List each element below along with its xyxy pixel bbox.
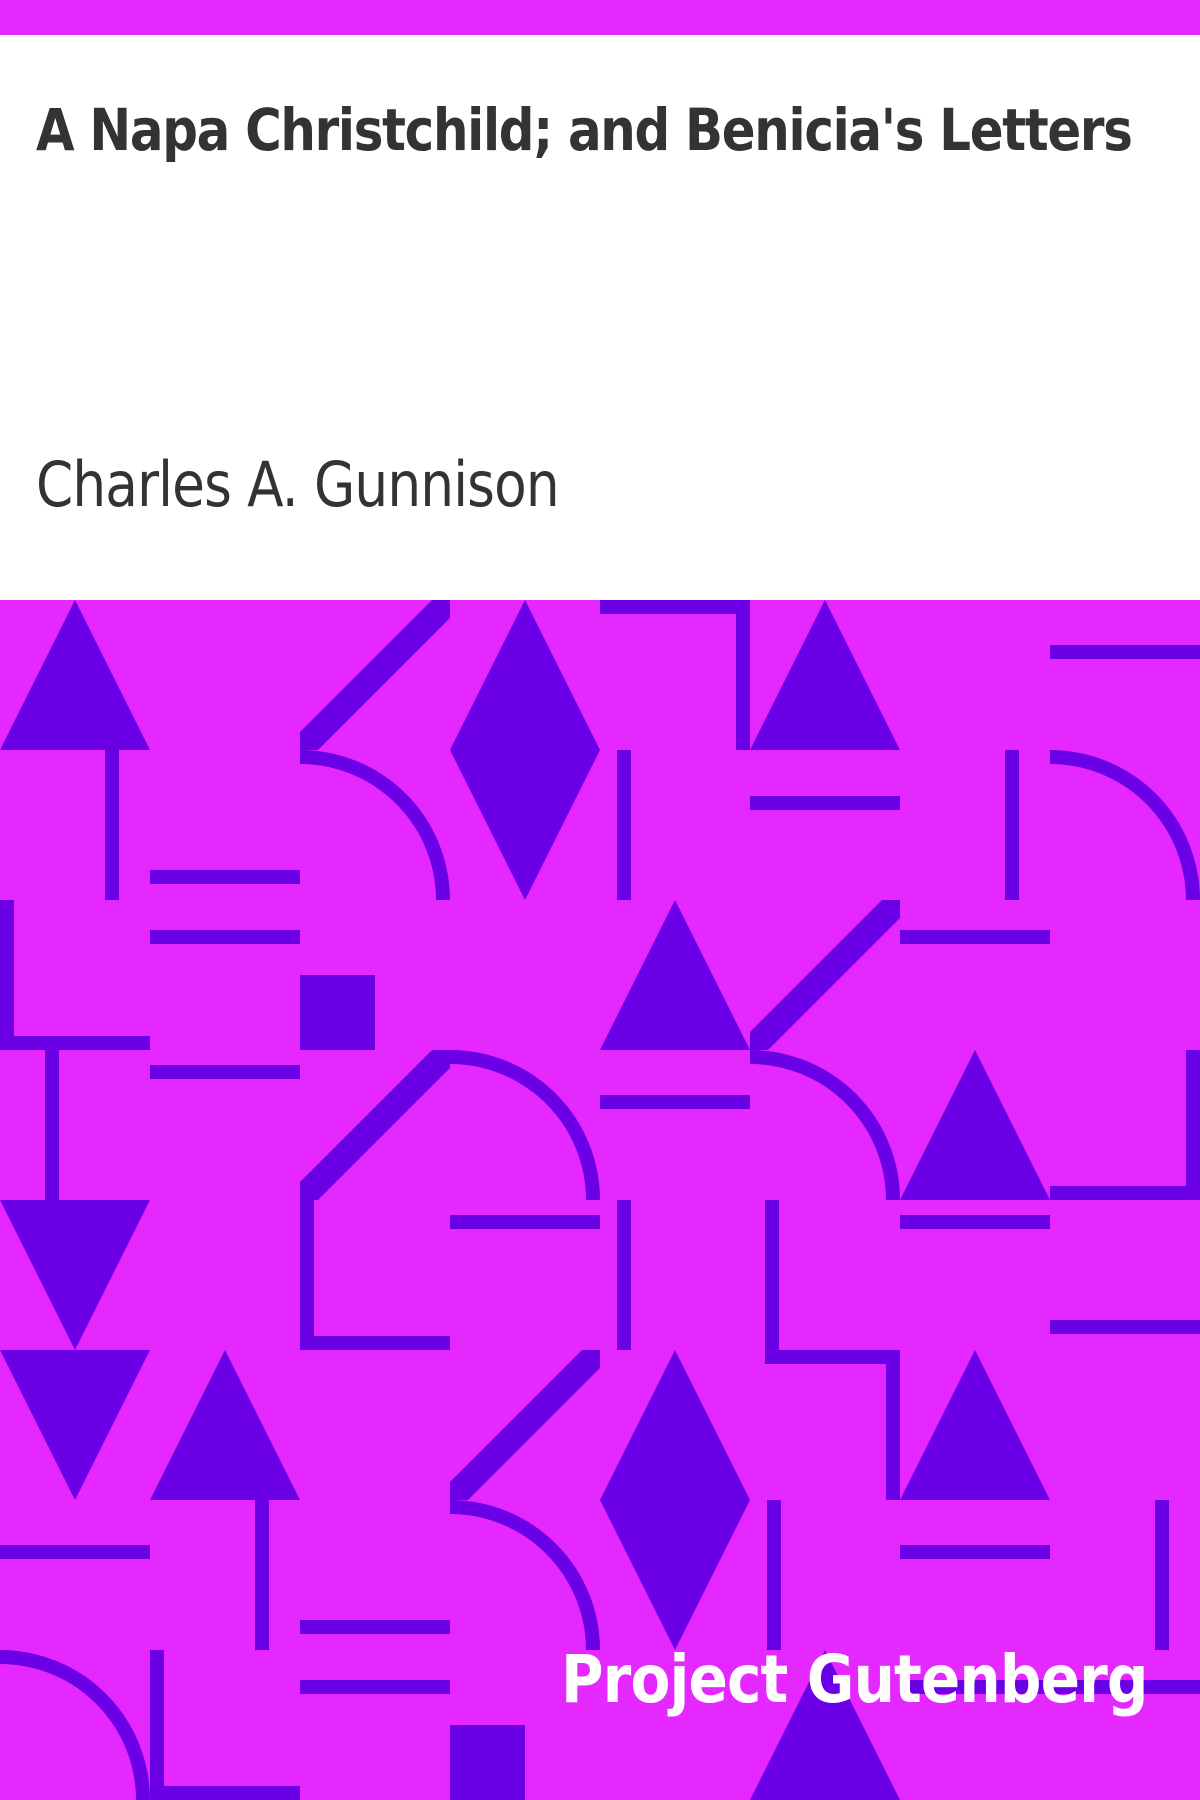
bar-shape <box>150 870 300 884</box>
inverted-triangle-shape <box>0 1200 150 1350</box>
square-shape <box>450 1725 525 1800</box>
bar-shape <box>0 1036 150 1050</box>
bar-shape <box>150 1065 300 1079</box>
diamond-shape <box>450 600 600 900</box>
triangle-shape <box>750 600 900 750</box>
triangle-shape <box>900 1350 1050 1500</box>
bar-shape <box>600 1095 750 1109</box>
bar-shape <box>150 1650 164 1800</box>
bar-shape <box>450 1215 600 1229</box>
book-author: Charles A. Gunnison <box>36 448 560 521</box>
bar-shape <box>765 1350 900 1364</box>
top-color-bar <box>0 0 1200 35</box>
bar-shape <box>255 1500 269 1650</box>
bar-shape <box>1050 1680 1200 1694</box>
triangle-shape <box>750 1650 900 1800</box>
bar-shape <box>1050 1320 1200 1334</box>
bar-shape <box>617 750 631 900</box>
pattern-arcs <box>0 750 1200 1800</box>
bar-shape <box>750 796 900 810</box>
bar-shape <box>767 1500 781 1650</box>
cover-pattern <box>0 600 1200 1800</box>
bar-shape <box>300 1620 450 1634</box>
bar-shape <box>900 1215 1050 1229</box>
diagonal-band-shape <box>450 1350 600 1500</box>
bar-shape <box>900 1545 1050 1559</box>
inverted-triangle-shape <box>0 1350 150 1500</box>
arc-shape <box>449 1500 600 1651</box>
bar-shape <box>600 600 750 614</box>
bar-shape <box>0 1545 150 1559</box>
bar-shape <box>150 930 300 944</box>
diamond-shape <box>600 1350 750 1650</box>
triangle-shape <box>150 1350 300 1500</box>
triangle-shape <box>900 1050 1050 1200</box>
bar-shape <box>300 1680 450 1694</box>
bar-shape <box>300 1200 314 1350</box>
bar-shape <box>150 1786 300 1800</box>
arc-shape <box>449 1050 600 1201</box>
bar-shape <box>1155 1500 1169 1650</box>
title-panel <box>0 35 1200 600</box>
bar-shape <box>617 1200 631 1350</box>
arc-shape <box>1049 750 1200 901</box>
arc-shape <box>299 750 450 901</box>
diagonal-band-shape <box>300 600 450 750</box>
bar-shape <box>736 600 750 750</box>
square-shape <box>300 975 375 1050</box>
bar-shape <box>765 1200 779 1350</box>
book-title: A Napa Christchild; and Benicia's Letter… <box>36 96 1133 164</box>
triangle-shape <box>600 900 750 1050</box>
bar-shape <box>1005 750 1019 900</box>
bar-shape <box>45 1050 59 1200</box>
bar-shape <box>886 1350 900 1500</box>
diagonal-band-shape <box>750 900 900 1050</box>
bar-shape <box>0 900 14 1050</box>
bar-shape <box>1186 1050 1200 1200</box>
pattern-shapes <box>0 600 1200 1800</box>
triangle-shape <box>0 600 150 750</box>
bar-shape <box>1050 1186 1186 1200</box>
bar-shape <box>300 1336 450 1350</box>
bar-shape <box>105 750 119 900</box>
publisher-logo-text: Project Gutenberg <box>561 1641 1148 1718</box>
bar-shape <box>900 930 1050 944</box>
diagonal-band-shape <box>300 1050 450 1200</box>
bar-shape <box>900 1680 1050 1694</box>
arc-shape <box>749 1050 900 1201</box>
bar-shape <box>1050 645 1200 659</box>
arc-shape <box>0 1650 150 1800</box>
